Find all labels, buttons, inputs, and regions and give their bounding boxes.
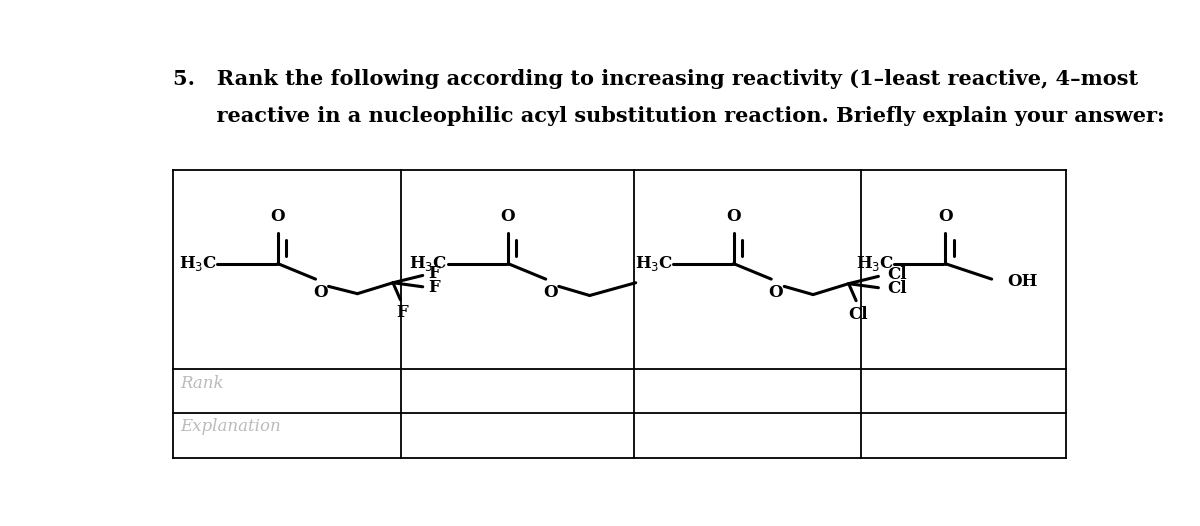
Text: O: O — [768, 284, 784, 301]
Text: Cl: Cl — [848, 306, 868, 323]
Text: O: O — [544, 284, 558, 301]
Text: O: O — [270, 208, 286, 225]
Text: O: O — [313, 284, 328, 301]
Text: Cl: Cl — [888, 280, 907, 297]
Text: 5.   Rank the following according to increasing reactivity (1–least reactive, 4–: 5. Rank the following according to incre… — [173, 69, 1139, 89]
Text: O: O — [938, 208, 953, 225]
Text: H$_3$C: H$_3$C — [179, 254, 217, 273]
Text: F: F — [396, 304, 408, 321]
Text: F: F — [428, 265, 440, 282]
Text: H$_3$C: H$_3$C — [856, 254, 894, 273]
Text: OH: OH — [1008, 272, 1038, 290]
Text: Cl: Cl — [888, 266, 907, 283]
Text: Explanation: Explanation — [180, 418, 281, 434]
Text: Rank: Rank — [180, 375, 223, 392]
Text: F: F — [428, 279, 440, 296]
Text: reactive in a nucleophilic acyl substitution reaction. Briefly explain your answ: reactive in a nucleophilic acyl substitu… — [173, 106, 1165, 126]
Text: O: O — [500, 208, 515, 225]
Text: O: O — [726, 208, 740, 225]
Text: H$_3$C: H$_3$C — [635, 254, 673, 273]
Text: H$_3$C: H$_3$C — [409, 254, 448, 273]
